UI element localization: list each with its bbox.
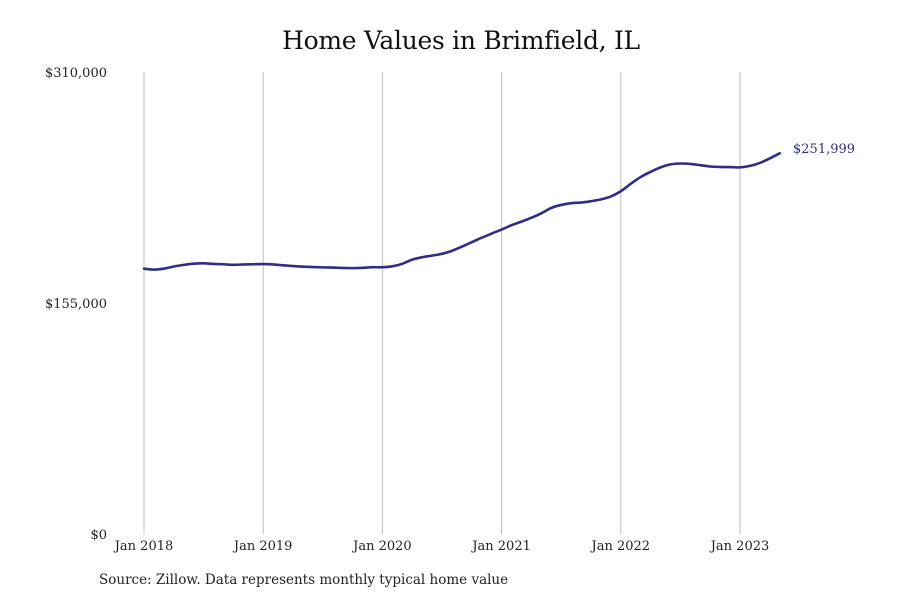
series-layer <box>142 151 782 271</box>
x-tick-label: Jan 2019 <box>232 539 293 554</box>
chart-title: Home Values in Brimfield, IL <box>282 26 640 55</box>
x-tick-label: Jan 2022 <box>590 539 651 554</box>
x-tick-label: Jan 2018 <box>113 539 174 554</box>
home-value-line <box>142 151 782 271</box>
x-tick-label: Jan 2021 <box>470 539 531 554</box>
y-tick-label: $310,000 <box>45 66 107 81</box>
x-axis-ticks: Jan 2018 Jan 2019 Jan 2020 Jan 2021 Jan 2022… <box>113 539 770 554</box>
y-axis-ticks: $0 $155,000 $310,000 <box>45 66 107 543</box>
x-tick-label: Jan 2023 <box>709 539 770 554</box>
gridlines <box>143 72 741 534</box>
y-tick-label: $155,000 <box>45 297 107 312</box>
end-value-label: $251,999 <box>793 142 855 157</box>
x-tick-label: Jan 2020 <box>351 539 412 554</box>
y-tick-label: $0 <box>90 528 107 543</box>
end-label-layer: $251,999 <box>793 142 855 157</box>
source-note: Source: Zillow. Data represents monthly … <box>99 572 509 588</box>
